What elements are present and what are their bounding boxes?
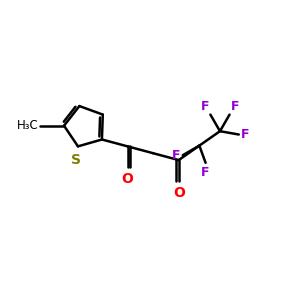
Text: F: F xyxy=(201,166,210,179)
Text: F: F xyxy=(172,149,180,162)
Text: F: F xyxy=(241,128,250,141)
Text: F: F xyxy=(231,100,239,113)
Text: H₃C: H₃C xyxy=(17,119,38,132)
Text: S: S xyxy=(71,153,82,167)
Text: F: F xyxy=(200,100,209,113)
Text: O: O xyxy=(173,186,185,200)
Text: O: O xyxy=(122,172,134,186)
